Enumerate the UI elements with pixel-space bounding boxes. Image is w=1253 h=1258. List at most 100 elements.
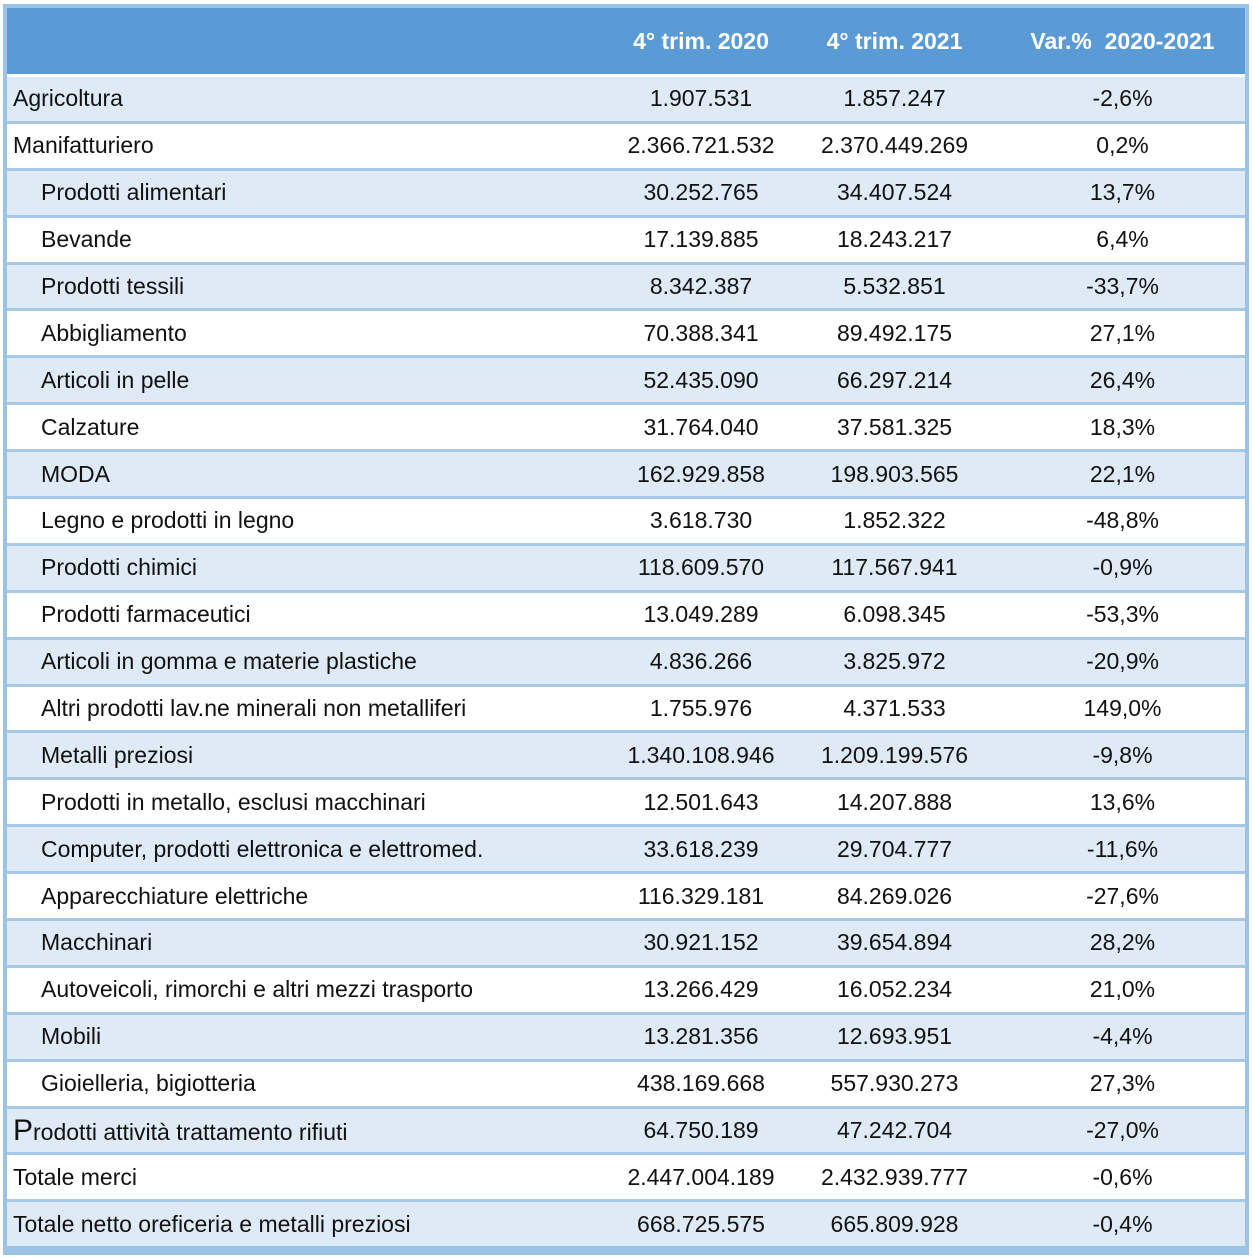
table-row: Totale netto oreficeria e metalli prezio… xyxy=(7,1199,1245,1247)
value-q4-2021: 89.492.175 xyxy=(836,319,953,346)
table-row: Bevande 17.139.885 18.243.217 6,4% xyxy=(7,214,1245,262)
sector-label: Totale merci xyxy=(13,1163,137,1190)
value-q4-2020: 2.366.721.532 xyxy=(627,132,775,159)
value-q4-2020: 668.725.575 xyxy=(637,1210,765,1237)
sector-label: Bevande xyxy=(41,226,132,253)
sector-label: Prodotti tessili xyxy=(41,273,185,299)
sector-label: Legno e prodotti in legno xyxy=(41,507,295,534)
value-q4-2020: 118.609.570 xyxy=(637,554,765,581)
value-q4-2021: 34.407.524 xyxy=(836,179,953,206)
value-q4-2020: 13.049.289 xyxy=(643,601,759,628)
sector-label: Computer, prodotti elettronica e elettro… xyxy=(41,835,484,862)
value-var-pct: -0,9% xyxy=(1092,554,1153,581)
value-q4-2021: 1.857.247 xyxy=(843,85,946,112)
value-var-pct: -0,6% xyxy=(1092,1163,1153,1190)
table-row: Calzature 31.764.040 37.581.325 18,3% xyxy=(7,402,1245,450)
value-q4-2021: 18.243.217 xyxy=(836,226,953,253)
value-q4-2020: 1.755.976 xyxy=(649,695,753,722)
value-q4-2020: 30.252.765 xyxy=(643,179,759,206)
table-row: Manifatturiero 2.366.721.532 2.370.449.269… xyxy=(7,120,1245,168)
value-q4-2021: 557.930.273 xyxy=(830,1070,959,1097)
sector-label: Articoli in pelle xyxy=(41,366,190,393)
value-var-pct: -0,4% xyxy=(1092,1210,1153,1237)
header-q4-2020: 4° trim. 2020 xyxy=(633,27,769,54)
value-q4-2020: 1.340.108.946 xyxy=(627,741,775,768)
table-row: Prodotti tessili 8.342.387 5.532.851 -33,7% xyxy=(7,261,1245,309)
value-var-pct: 27,1% xyxy=(1089,319,1156,346)
value-q4-2021: 3.825.972 xyxy=(843,648,946,675)
value-q4-2021: 117.567.941 xyxy=(831,554,958,581)
value-var-pct: -9,8% xyxy=(1092,741,1153,768)
table-row: Autoveicoli, rimorchi e altri mezzi tras… xyxy=(7,964,1245,1012)
value-var-pct: 6,4% xyxy=(1096,226,1149,253)
value-var-pct: -20,9% xyxy=(1086,648,1159,675)
value-q4-2021: 47.242.704 xyxy=(836,1117,953,1144)
sector-label: Agricoltura xyxy=(13,85,123,112)
value-var-pct: -48,8% xyxy=(1086,507,1159,534)
value-q4-2020: 162.929.858 xyxy=(637,460,765,487)
value-q4-2021: 198.903.565 xyxy=(830,460,959,487)
export-sectors-table: 4° trim. 2020 4° trim. 2021 Var.% 2020-2… xyxy=(3,4,1249,1256)
value-q4-2020: 17.139.885 xyxy=(643,226,759,253)
value-q4-2021: 2.370.449.269 xyxy=(820,132,969,159)
table-row: Computer, prodotti elettronica e elettro… xyxy=(7,824,1245,872)
sector-label: Abbigliamento xyxy=(41,319,187,346)
table-row: Abbigliamento 70.388.341 89.492.175 27,1% xyxy=(7,308,1245,356)
sector-label: MODA xyxy=(41,460,110,487)
table-row: Metalli preziosi 1.340.108.946 1.209.199.5… xyxy=(7,730,1245,778)
sector-label: Prodotti in metallo, esclusi macchinari xyxy=(41,788,426,815)
sector-label: Altri prodotti lav.ne minerali non metal… xyxy=(41,695,467,722)
value-var-pct: 149,0% xyxy=(1083,695,1162,722)
value-q4-2020: 31.764.040 xyxy=(643,413,759,440)
sector-label: Autoveicoli, rimorchi e altri mezzi tras… xyxy=(41,976,474,1003)
value-q4-2021: 39.654.894 xyxy=(836,929,953,956)
sector-label: Mobili xyxy=(41,1023,102,1050)
value-q4-2020: 64.750.189 xyxy=(643,1117,759,1144)
value-q4-2020: 1.907.531 xyxy=(649,85,753,112)
value-q4-2020: 8.342.387 xyxy=(649,273,753,299)
value-q4-2020: 3.618.730 xyxy=(649,507,753,534)
value-var-pct: -27,6% xyxy=(1086,882,1159,909)
value-q4-2020: 2.447.004.189 xyxy=(627,1163,775,1190)
sector-label: Metalli preziosi xyxy=(41,741,194,768)
value-var-pct: 13,7% xyxy=(1089,179,1156,206)
value-var-pct: 22,1% xyxy=(1089,460,1156,487)
value-q4-2021: 84.269.026 xyxy=(836,882,953,909)
value-q4-2020: 30.921.152 xyxy=(643,929,759,956)
value-var-pct: -2,6% xyxy=(1092,85,1153,112)
value-q4-2020: 4.836.266 xyxy=(649,648,753,675)
value-var-pct: 21,0% xyxy=(1089,976,1156,1003)
value-var-pct: 13,6% xyxy=(1089,788,1156,815)
value-q4-2021: 5.532.851 xyxy=(843,273,946,299)
value-q4-2020: 116.329.181 xyxy=(637,882,765,909)
table-body: Agricoltura 1.907.531 1.857.247 -2,6% Manifa… xyxy=(7,74,1245,1247)
table-header-row: 4° trim. 2020 4° trim. 2021 Var.% 2020-2… xyxy=(7,8,1245,74)
sector-label: Prodotti chimici xyxy=(41,554,197,581)
value-var-pct: -53,3% xyxy=(1086,601,1159,628)
table-row: Mobili 13.281.356 12.693.951 -4,4% xyxy=(7,1011,1245,1059)
value-q4-2021: 29.704.777 xyxy=(836,835,953,862)
value-q4-2021: 1.852.322 xyxy=(843,507,946,534)
sector-label: Prodotti attività trattamento rifiuti xyxy=(13,1115,348,1146)
table-row: Gioielleria, bigiotteria 438.169.668 557.9… xyxy=(7,1058,1245,1106)
header-q4-2021: 4° trim. 2021 xyxy=(826,27,963,54)
table-row: Articoli in gomma e materie plastiche 4.8… xyxy=(7,636,1245,684)
table-row: Prodotti farmaceutici 13.049.289 6.098.345… xyxy=(7,589,1245,637)
table-row: MODA 162.929.858 198.903.565 22,1% xyxy=(7,449,1245,497)
value-q4-2021: 12.693.951 xyxy=(836,1023,953,1050)
value-q4-2020: 438.169.668 xyxy=(637,1070,765,1097)
sector-label: Articoli in gomma e materie plastiche xyxy=(41,648,417,675)
value-var-pct: 0,2% xyxy=(1096,132,1149,159)
sector-label: Manifatturiero xyxy=(13,132,154,159)
value-q4-2020: 13.281.356 xyxy=(643,1023,759,1050)
value-q4-2021: 1.209.199.576 xyxy=(820,741,969,768)
value-q4-2021: 16.052.234 xyxy=(836,976,953,1003)
value-var-pct: 27,3% xyxy=(1089,1070,1156,1097)
value-q4-2021: 2.432.939.777 xyxy=(820,1163,969,1190)
sector-label: Gioielleria, bigiotteria xyxy=(41,1070,256,1097)
table-row: Legno e prodotti in legno 3.618.730 1.852.… xyxy=(7,496,1245,543)
table-row: Agricoltura 1.907.531 1.857.247 -2,6% xyxy=(7,74,1245,121)
value-q4-2021: 37.581.325 xyxy=(836,413,953,440)
sector-label: Calzature xyxy=(41,413,140,440)
value-q4-2021: 4.371.533 xyxy=(843,695,946,722)
